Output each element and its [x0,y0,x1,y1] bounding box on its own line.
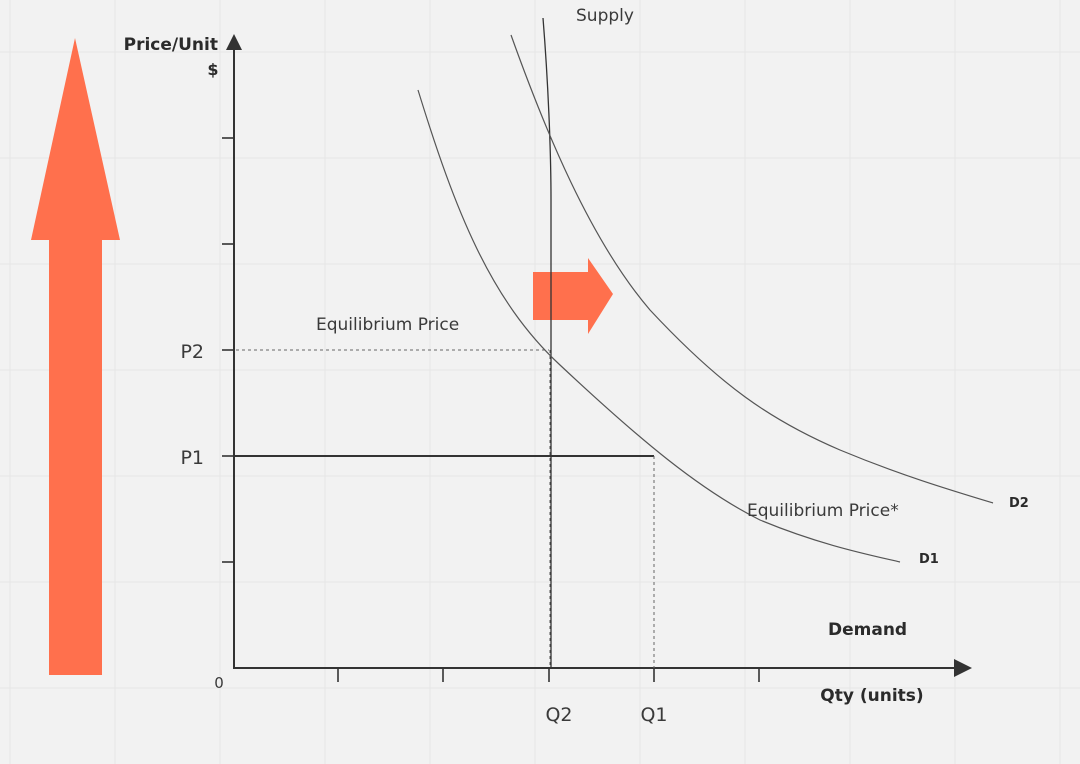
y-axis-unit: $ [207,60,218,79]
demand-curve-d2 [510,34,994,504]
demand-label: Demand [828,620,907,640]
q2-label: Q2 [545,704,572,726]
supply-label: Supply [576,6,634,26]
x-axis-arrowhead-icon [954,659,972,677]
demand-shift-arrow-icon [533,258,613,334]
x-axis-title: Qty (units) [820,686,923,706]
equilibrium-price-new-label: Equilibrium Price* [747,501,899,521]
p2-label: P2 [180,341,204,363]
supply-curve [542,17,552,668]
p1-label: P1 [180,447,204,469]
d2-label: D2 [1009,496,1029,511]
y-axis-title: Price/Unit [124,35,218,55]
demand-curve-d1 [417,89,901,563]
origin-label: 0 [214,674,224,692]
q1-label: Q1 [640,704,667,726]
equilibrium-price-label: Equilibrium Price [316,315,459,335]
d1-label: D1 [919,552,939,567]
y-axis-arrowhead-icon [226,34,242,50]
price-increase-arrow-icon [31,38,120,675]
